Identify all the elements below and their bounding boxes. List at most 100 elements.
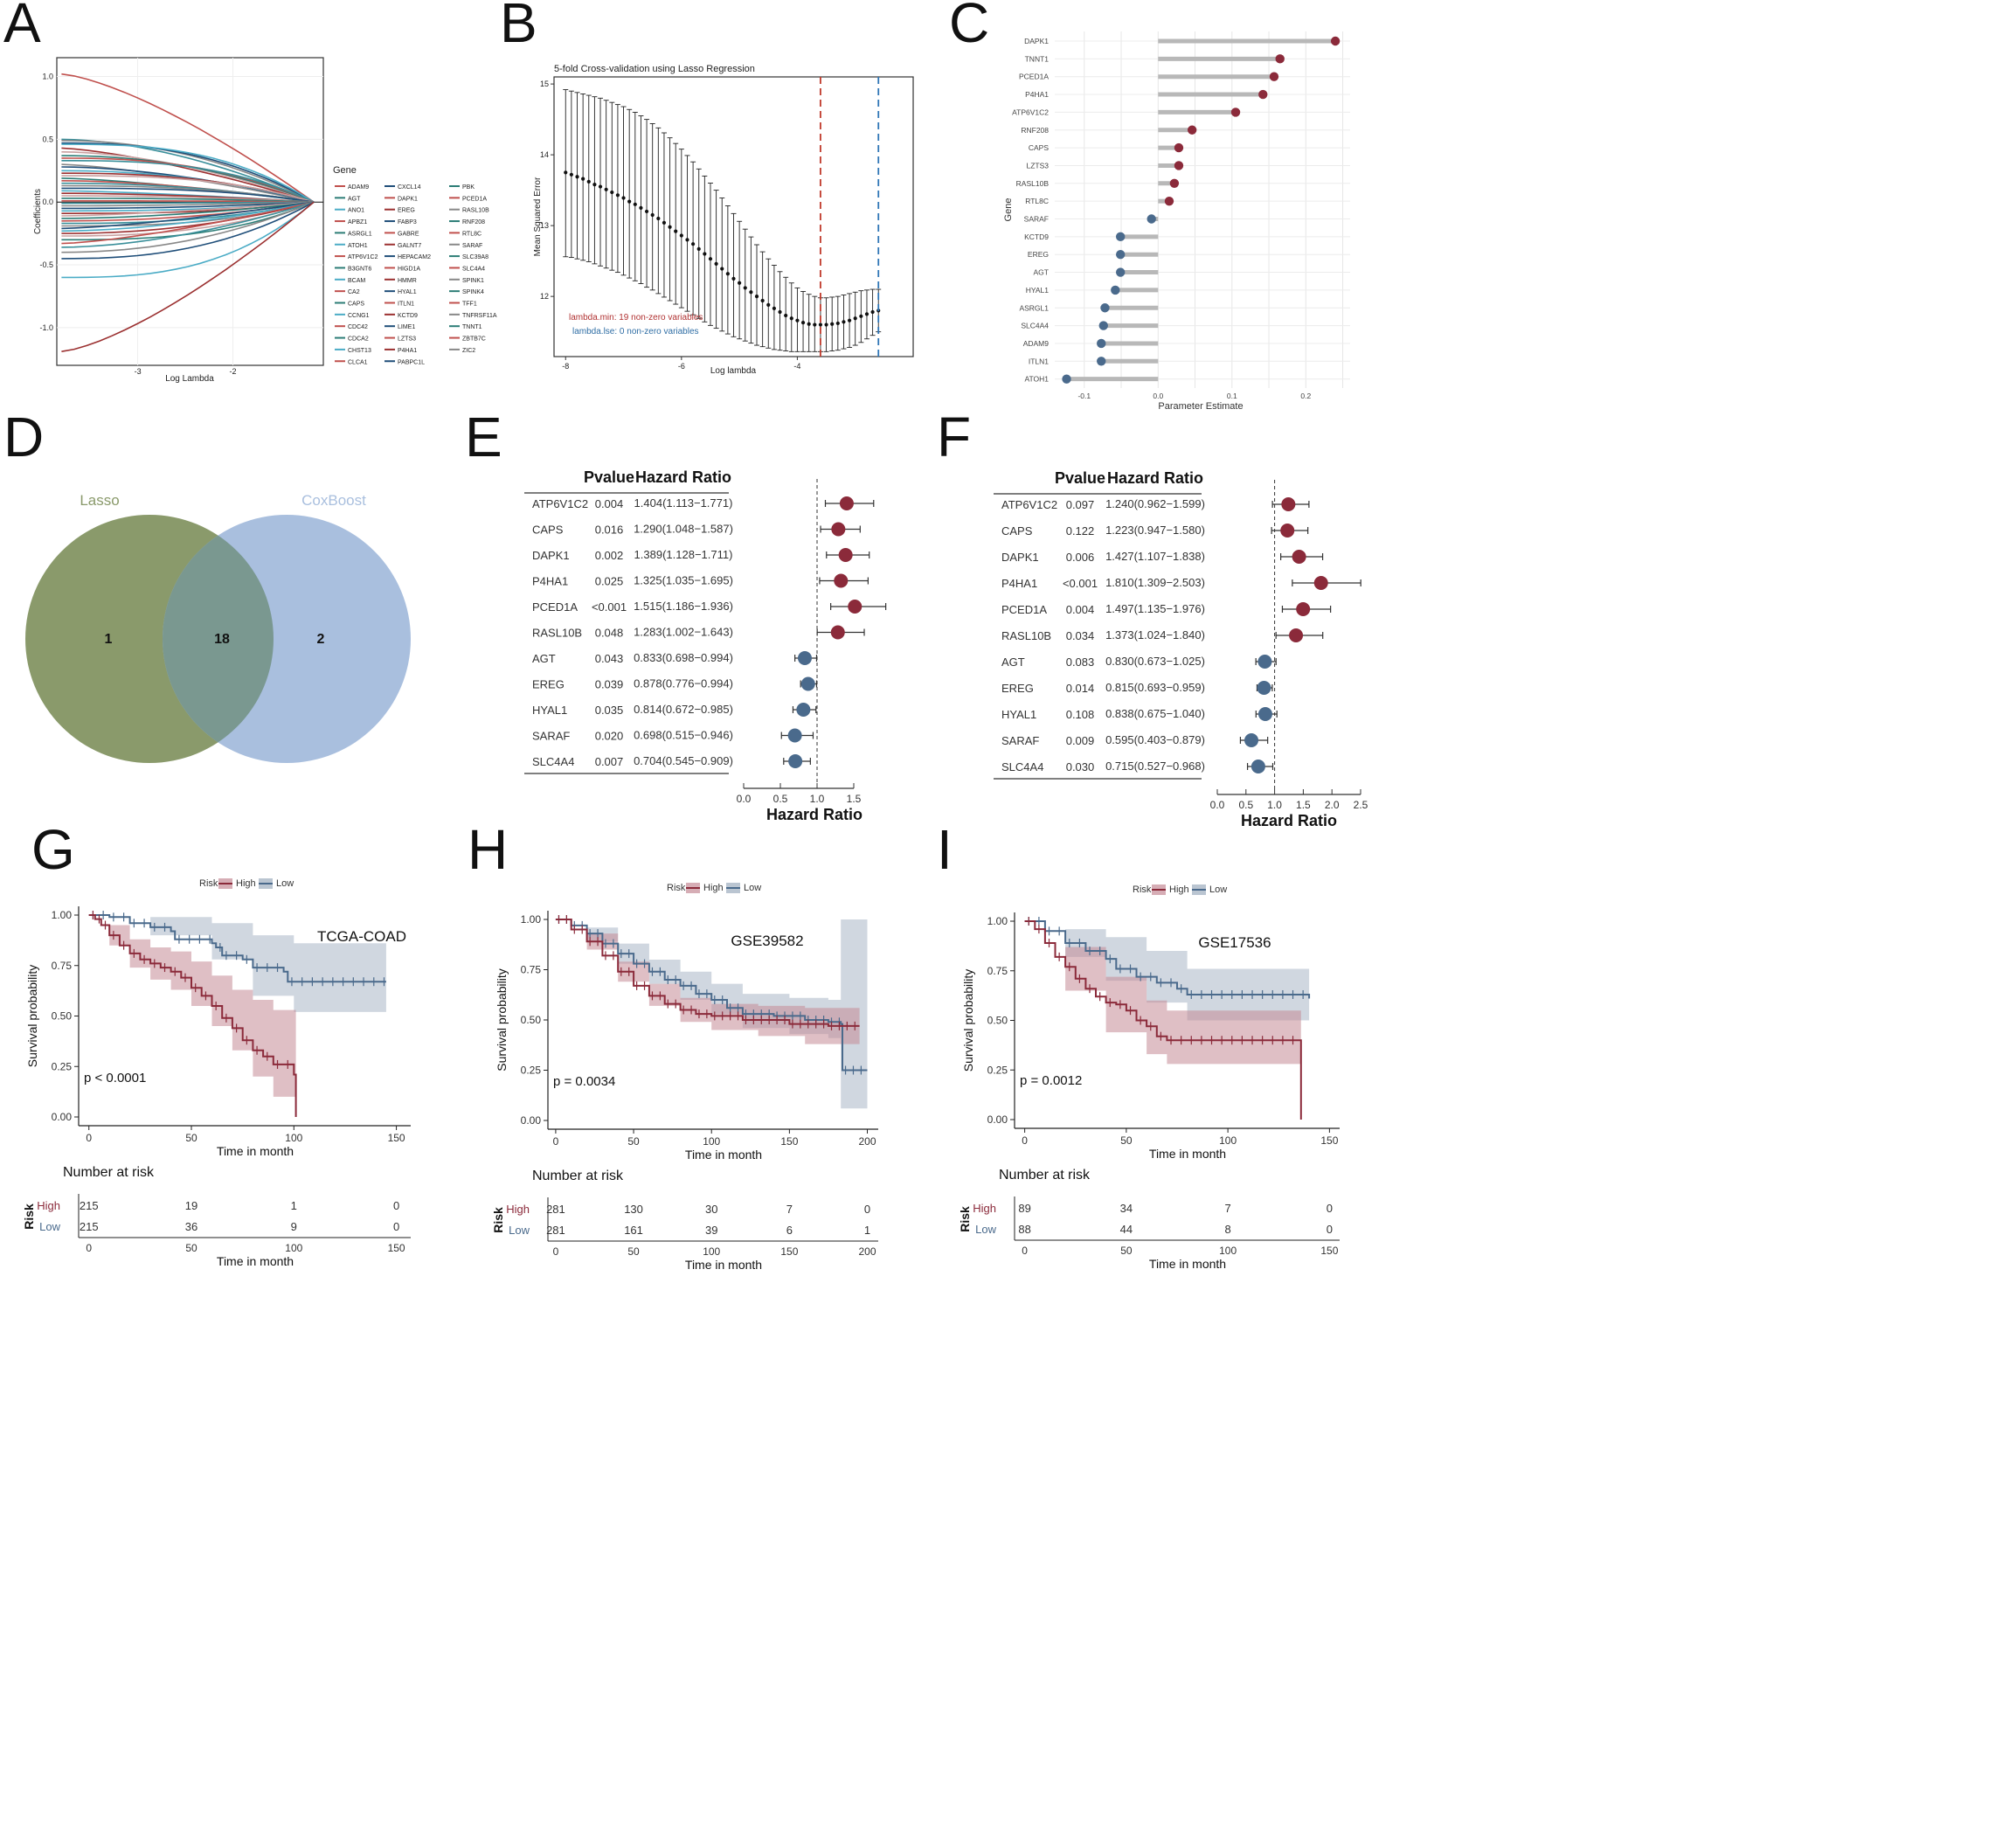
hazard-ratio-point <box>796 703 811 717</box>
venn-count-lasso-only: 1 <box>105 632 113 647</box>
cv-point <box>662 220 667 225</box>
coefficient-path <box>61 73 315 203</box>
risk-count-low: 44 <box>1120 1223 1133 1236</box>
coefficient-path <box>61 147 315 203</box>
legend-label: PABPC1L <box>398 359 425 365</box>
legend-label: CDCA2 <box>348 336 369 343</box>
risk-count-low: 161 <box>624 1224 643 1237</box>
gene-label: DAPK1 <box>532 549 570 562</box>
cv-point <box>650 212 655 218</box>
risk-count-high: 7 <box>1225 1202 1231 1215</box>
hazard-ratio-point <box>1313 576 1328 590</box>
y-tick-label: 0.00 <box>521 1114 542 1127</box>
risk-x-tick-label: 0 <box>553 1245 559 1258</box>
lollipop-point <box>1230 108 1241 117</box>
gene-label: HYAL1 <box>1026 286 1050 295</box>
legend-label: AGT <box>348 196 361 202</box>
hazard-ratio-point <box>787 728 802 743</box>
risk-count-low: 39 <box>705 1224 717 1237</box>
legend-title: Risk <box>199 878 218 889</box>
hazard-ratio-point <box>1296 602 1311 616</box>
hazard-ratio-cell: 1.427(1.107−1.838) <box>1105 550 1205 563</box>
legend-label: ADAM9 <box>348 184 369 191</box>
legend-label-low: Low <box>1209 884 1227 895</box>
legend-label: HEPACAM2 <box>398 254 431 260</box>
panel-label-D: D <box>3 406 44 468</box>
lollipop-point <box>1187 125 1197 135</box>
lollipop-point <box>1111 285 1120 295</box>
legend-label: SARAF <box>462 243 482 249</box>
gene-label: PCED1A <box>1001 603 1047 616</box>
risk-x-axis-label: Time in month <box>217 1254 294 1268</box>
hazard-ratio-cell: 1.810(1.309−2.503) <box>1105 576 1205 589</box>
x-axis-label: Time in month <box>1149 1147 1226 1161</box>
x-tick-label: -4 <box>793 362 800 371</box>
x-tick-label: 50 <box>627 1135 640 1148</box>
risk-x-tick-label: 150 <box>780 1245 798 1258</box>
coefficient-path <box>61 201 315 207</box>
risk-table-title: Number at risk <box>999 1168 1091 1183</box>
x-tick-label: 1.0 <box>810 793 825 805</box>
legend-label: CCNG1 <box>348 313 370 319</box>
x-tick-label: 1.5 <box>847 793 862 805</box>
cv-point <box>708 257 713 261</box>
risk-count-low: 88 <box>1018 1223 1030 1236</box>
panel-label-E: E <box>465 406 502 468</box>
pvalue-cell: <0.001 <box>1063 577 1098 590</box>
y-tick-label: 0.75 <box>52 960 73 972</box>
hazard-ratio-point <box>1257 655 1272 669</box>
gene-label: ADAM9 <box>1023 339 1050 348</box>
cv-point <box>800 321 806 325</box>
gene-label: RASL10B <box>1016 179 1050 188</box>
panel-label-I: I <box>937 818 953 881</box>
legend-label: ZIC2 <box>462 348 475 354</box>
hazard-ratio-cell: 0.704(0.545−0.909) <box>634 754 733 767</box>
hazard-ratio-point <box>848 600 863 614</box>
risk-table-ylabel: Risk <box>958 1206 972 1232</box>
risk-x-tick-label: 150 <box>1320 1245 1338 1257</box>
legend-label: HIGD1A <box>398 266 420 272</box>
risk-count-high: 0 <box>393 1199 399 1212</box>
coefficient-path <box>61 143 315 203</box>
legend-label: DAPK1 <box>398 196 418 202</box>
hazard-ratio-cell: 0.833(0.698−0.994) <box>634 651 733 664</box>
column-header-hazard-ratio: Hazard Ratio <box>635 468 731 486</box>
legend-label: RTL8C <box>462 231 481 237</box>
legend-label: GALNT7 <box>398 243 421 249</box>
risk-count-low: 0 <box>1327 1223 1333 1236</box>
dataset-title: GSE39582 <box>731 933 803 949</box>
x-tick-label: 0.0 <box>1153 392 1163 400</box>
gene-label: EREG <box>1001 682 1034 695</box>
risk-count-high: 19 <box>185 1199 197 1212</box>
gene-label: EREG <box>1028 250 1049 259</box>
cv-point <box>575 175 579 179</box>
legend-label: LZTS3 <box>398 336 416 343</box>
gene-label: DAPK1 <box>1001 551 1039 564</box>
pvalue-cell: 0.002 <box>595 549 624 562</box>
legend-label: ASRGL1 <box>348 231 372 237</box>
annotation-lambda-1se: lambda.lse: 0 non-zero variables <box>572 327 699 336</box>
risk-table-title: Number at risk <box>63 1165 155 1180</box>
risk-count-high: 30 <box>705 1203 717 1216</box>
column-header-hazard-ratio: Hazard Ratio <box>1107 469 1203 487</box>
legend-label: CAPS <box>348 302 364 308</box>
gene-label: CAPS <box>532 524 564 537</box>
coefficient-path <box>61 201 315 260</box>
legend-label: RNF208 <box>462 219 485 225</box>
gene-label: HYAL1 <box>1001 708 1036 721</box>
x-axis-label: Hazard Ratio <box>766 806 863 823</box>
cv-point <box>720 267 724 271</box>
cv-point <box>835 321 840 326</box>
x-tick-label: 1.5 <box>1296 799 1311 811</box>
hazard-ratio-point <box>1244 733 1259 747</box>
cv-point <box>842 320 846 324</box>
hazard-ratio-cell: 1.283(1.002−1.643) <box>634 626 733 639</box>
legend-label: ITLN1 <box>398 302 414 308</box>
gene-label: SLC4A4 <box>1001 760 1043 773</box>
hazard-ratio-cell: 1.373(1.024−1.840) <box>1105 628 1205 642</box>
gene-label: SARAF <box>532 730 570 743</box>
y-axis-label: Survival probability <box>961 969 975 1072</box>
